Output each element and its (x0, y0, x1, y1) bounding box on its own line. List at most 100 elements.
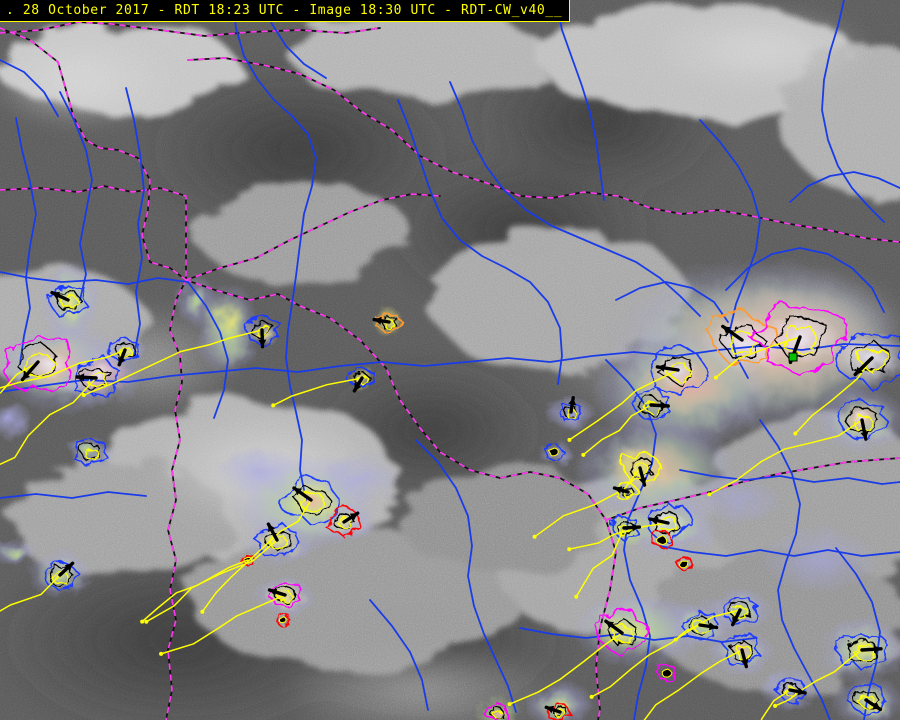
rdt-cell-track[interactable] (687, 689, 791, 720)
rdt-cell-track[interactable] (639, 649, 743, 720)
rdt-cell-track[interactable] (83, 329, 263, 396)
rdt-cell-contour[interactable] (278, 476, 341, 526)
rdt-cell-track[interactable] (715, 336, 801, 379)
rdt-cell-track[interactable] (533, 467, 641, 538)
cell-motion-arrowhead (77, 373, 85, 382)
rdt-cell-track[interactable] (272, 377, 363, 407)
rdt-cell-track[interactable] (582, 404, 652, 456)
rdt-cell-core-contour (850, 340, 890, 374)
cell-motion-arrowhead (64, 563, 73, 571)
rdt-cell-contour[interactable] (558, 401, 583, 423)
rdt-cell-track[interactable] (794, 357, 873, 435)
cell-motion-arrowhead (732, 616, 740, 625)
rdt-cell-track[interactable] (0, 361, 39, 405)
rdt-cell-inner-outline (25, 352, 58, 378)
rdt-cell-track[interactable] (568, 522, 669, 550)
cell-motion-arrowhead (855, 366, 863, 375)
rdt-cell-contour[interactable] (773, 678, 806, 703)
rdt-cell-contour[interactable] (346, 367, 376, 390)
rdt-cell-contour[interactable] (837, 399, 889, 439)
rdt-cell-core-marker (547, 447, 559, 457)
rdt-cell-track[interactable] (774, 649, 863, 707)
rdt-cell-track[interactable] (508, 632, 623, 705)
cell-motion-arrowhead (638, 477, 647, 486)
rdt-cell-track[interactable] (0, 574, 61, 622)
rdt-track-endpoint (159, 651, 164, 656)
rdt-cell-contour[interactable] (4, 334, 73, 392)
rdt-cell-track[interactable] (590, 624, 701, 698)
rdt-cell-contour[interactable] (46, 285, 90, 318)
rdt-cell-track[interactable] (575, 527, 625, 598)
cell-motion-arrowhead (605, 621, 614, 629)
rdt-cell-inner-outline (632, 462, 651, 479)
overshooting-top-marker[interactable] (788, 352, 798, 362)
rdt-cell-contour[interactable] (834, 331, 900, 392)
rdt-cell-contour[interactable] (703, 307, 779, 365)
rdt-cell-track[interactable] (0, 349, 126, 397)
rdt-track-endpoint (200, 609, 205, 614)
rdt-cell-contour[interactable] (74, 357, 120, 398)
rdt-track-endpoint (507, 702, 512, 707)
rdt-track-endpoint (713, 375, 718, 380)
rdt-cell-track[interactable] (675, 609, 741, 641)
rdt-cell-contour[interactable] (325, 506, 362, 538)
rdt-cell-inner-outline (658, 516, 678, 532)
rdt-track-endpoint (574, 594, 579, 599)
rdt-cell-contour[interactable] (834, 633, 888, 672)
rdt-track-endpoint (589, 694, 594, 699)
rdt-cell-contour[interactable] (274, 613, 291, 627)
rdt-cell-contour[interactable] (845, 683, 886, 717)
rdt-cell-contour[interactable] (610, 515, 639, 542)
rdt-cell-inner-outline (642, 400, 661, 415)
rdt-cell-core-marker (678, 560, 689, 569)
cell-motion-arrowhead (269, 588, 278, 596)
rdt-cell-contour[interactable] (651, 531, 672, 549)
rdt-cell-contour[interactable] (108, 336, 140, 362)
rdt-cell-inner-outline (730, 330, 758, 355)
rdt-cell-contour[interactable] (593, 608, 648, 658)
rdt-cell-contour[interactable] (722, 595, 759, 625)
rdt-cell-track[interactable] (141, 559, 249, 623)
rdt-cell-contour[interactable] (748, 302, 848, 377)
rdt-cell-inner-outline (357, 375, 369, 386)
cell-motion-arrowhead (872, 702, 881, 710)
cell-motion-arrowhead (657, 364, 665, 372)
rdt-cell-inner-outline (782, 325, 816, 356)
rdt-track-endpoint (271, 403, 276, 408)
rdt-cell-track[interactable] (0, 377, 97, 470)
rdt-cell-core-contour (775, 314, 828, 360)
rdt-cell-contour[interactable] (42, 560, 82, 593)
rdt-cell-contour[interactable] (679, 610, 720, 642)
rdt-cell-contour[interactable] (633, 388, 672, 420)
rdt-cell-contour[interactable] (266, 581, 303, 607)
cell-motion-arrowhead (118, 356, 126, 365)
rdt-cell-contour[interactable] (244, 314, 282, 348)
rdt-cell-contour[interactable] (543, 444, 566, 461)
rdt-cell-core-contour (845, 407, 878, 432)
rdt-cell-contour[interactable] (646, 502, 692, 542)
rdt-cell-inner-outline (857, 347, 889, 374)
rdt-cell-inner-outline (83, 448, 99, 460)
rdt-cell-contour[interactable] (721, 633, 762, 667)
rdt-cell-track[interactable] (708, 419, 863, 496)
rdt-cell-contour[interactable] (240, 553, 257, 567)
cell-motion-arrowhead (258, 339, 267, 347)
cell-motion-arrowhead (660, 401, 669, 410)
rdt-cell-track[interactable] (160, 594, 286, 655)
cell-motion-arrowhead (349, 513, 358, 521)
rdt-cell-contour[interactable] (619, 452, 662, 485)
rdt-cell-contour[interactable] (656, 664, 676, 683)
rdt-cell-core-contour (853, 689, 880, 709)
rdt-cell-inner-outline (854, 413, 873, 431)
cell-motion-arrowhead (873, 645, 881, 654)
cell-motion-arrowhead (354, 382, 362, 391)
rdt-cell-contour[interactable] (650, 344, 709, 394)
rdt-cell-contour[interactable] (72, 437, 109, 466)
rdt-cell-contour[interactable] (254, 524, 298, 559)
rdt-cell-track[interactable] (201, 499, 312, 613)
rdt-cell-inner-outline (299, 492, 324, 513)
rdt-cell-track[interactable] (568, 369, 679, 441)
rdt-cell-inner-outline (60, 294, 80, 309)
rdt-cell-contour[interactable] (674, 557, 693, 573)
